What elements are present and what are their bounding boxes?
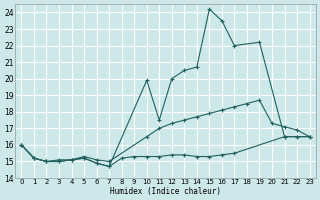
X-axis label: Humidex (Indice chaleur): Humidex (Indice chaleur) xyxy=(110,187,221,196)
